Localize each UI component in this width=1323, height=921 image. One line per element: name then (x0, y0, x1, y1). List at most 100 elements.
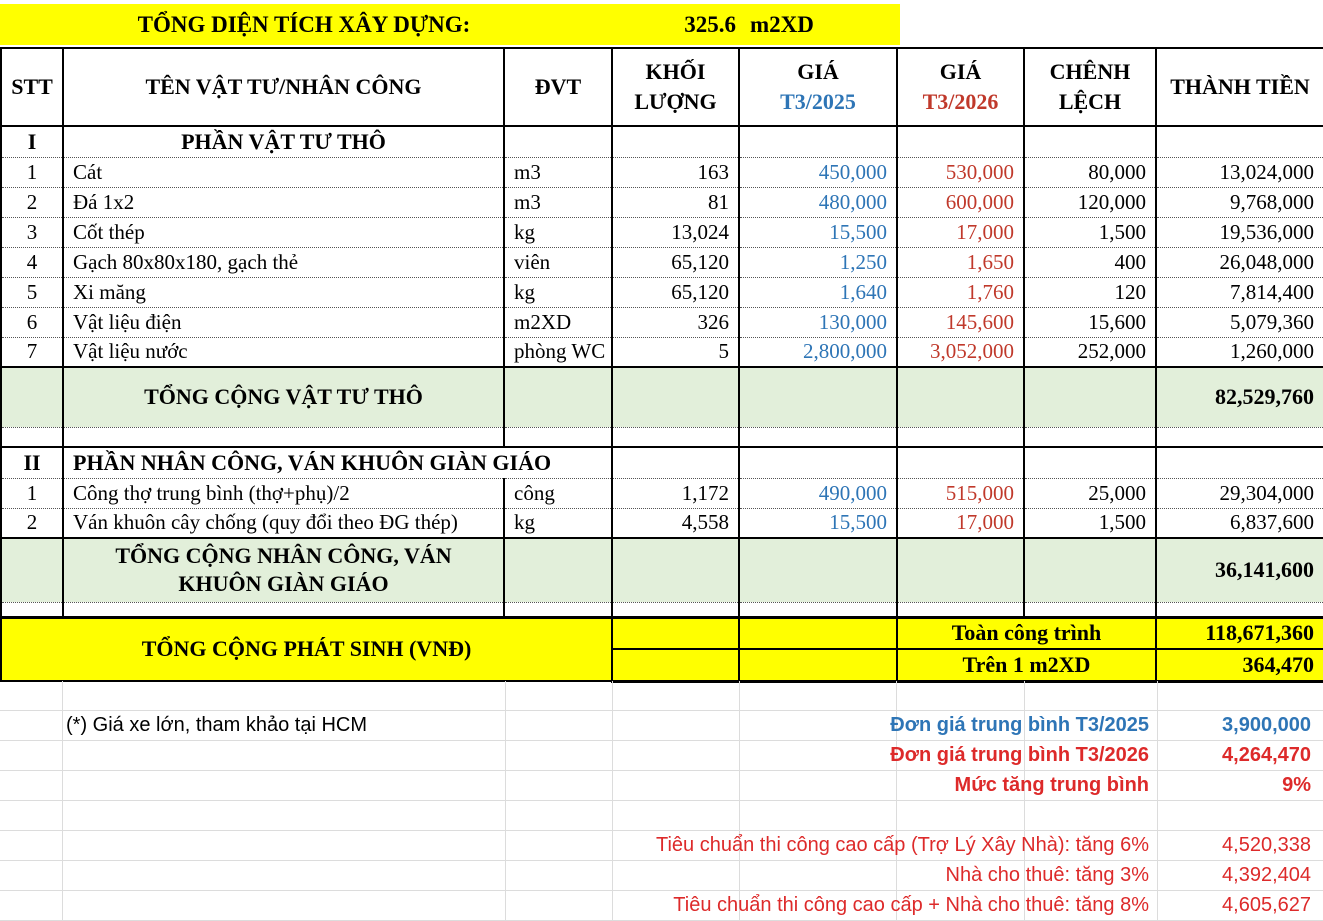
cell-empty (611, 615, 740, 650)
table-row: 5 Xi măng kg 65,120 1,640 1,760 120 7,81… (0, 276, 1323, 308)
cell-name: Cát (62, 156, 505, 188)
cell-empty (738, 366, 898, 428)
cell-unit: viên (503, 246, 613, 278)
cell-stt: 2 (0, 186, 64, 218)
cell-diff: 1,500 (1023, 507, 1157, 539)
cell-stt: 4 (0, 246, 64, 278)
cell-empty (611, 601, 740, 618)
section1-total-value: 82,529,760 (1155, 366, 1323, 428)
cell-stt: 6 (0, 306, 64, 338)
cell-name: Gạch 80x80x180, gạch thẻ (62, 246, 505, 278)
cell-unit: kg (503, 507, 613, 539)
cell-empty (0, 601, 64, 618)
cell-empty (738, 125, 898, 158)
header-diff: CHÊNH LỆCH (1023, 47, 1157, 127)
cell-empty (0, 366, 64, 428)
section1-header-row: I PHẦN VẬT TƯ THÔ (0, 125, 1323, 158)
cell-empty (1155, 446, 1323, 479)
cell-empty (503, 537, 613, 603)
gridline (1157, 681, 1158, 921)
section2-total-value: 36,141,600 (1155, 537, 1323, 603)
cell-empty (503, 366, 613, 428)
cell-name: Công thợ trung bình (thợ+phụ)/2 (62, 477, 505, 509)
spacer-row (0, 426, 1323, 448)
cell-price-2026: 3,052,000 (896, 336, 1025, 368)
cell-diff: 25,000 (1023, 477, 1157, 509)
cell-empty (738, 537, 898, 603)
gridline (896, 681, 897, 921)
cell-empty (611, 426, 740, 448)
cell-qty: 4,558 (611, 507, 740, 539)
cell-unit: m2XD (503, 306, 613, 338)
standard-rental-label: Nhà cho thuê: tăng 3% (945, 864, 1149, 886)
grand-total-per-m2-value: 364,470 (1155, 648, 1323, 683)
header-qty-line2: LƯỢNG (634, 89, 717, 114)
grand-total-per-m2-label: Trên 1 m2XD (896, 648, 1157, 683)
gridline (1024, 681, 1025, 921)
cell-price-2026: 1,650 (896, 246, 1025, 278)
cell-diff: 120,000 (1023, 186, 1157, 218)
header-price-2026-line1: GIÁ (939, 59, 982, 85)
header-price-2026: GIÁ T3/2026 (896, 47, 1025, 127)
header-qty: KHỐI LƯỢNG (611, 47, 740, 127)
cell-empty (896, 446, 1025, 479)
cell-empty (738, 615, 898, 650)
footer-row-standard-rental: Nhà cho thuê: tăng 3% 4,392,404 (0, 861, 1323, 891)
cell-total: 29,304,000 (1155, 477, 1323, 509)
footer-row-increase: Mức tăng trung bình 9% (0, 771, 1323, 801)
section2-title: PHẦN NHÂN CÔNG, VÁN KHUÔN GIÀN GIÁO (62, 446, 613, 479)
footer-row-standard-premium: Tiêu chuẩn thi công cao cấp (Trợ Lý Xây … (0, 831, 1323, 861)
cell-empty (1023, 601, 1157, 618)
cell-price-2025: 15,500 (738, 507, 898, 539)
cell-price-2026: 17,000 (896, 507, 1025, 539)
cell-unit: m3 (503, 156, 613, 188)
cell-empty (503, 125, 613, 158)
cell-total: 9,768,000 (1155, 186, 1323, 218)
cell-unit: phòng WC (503, 336, 613, 368)
price-note: (*) Giá xe lớn, tham khảo tại HCM (66, 714, 367, 736)
cell-price-2025: 130,000 (738, 306, 898, 338)
table-row: 2 Ván khuôn cây chống (quy đổi theo ĐG t… (0, 507, 1323, 539)
cell-empty (896, 125, 1025, 158)
header-row: STT TÊN VẬT TƯ/NHÂN CÔNG ĐVT KHỐI LƯỢNG … (0, 47, 1323, 127)
cell-diff: 1,500 (1023, 216, 1157, 248)
cell-empty (611, 537, 740, 603)
cell-name: Cốt thép (62, 216, 505, 248)
cell-empty (611, 446, 740, 479)
section1-title: PHẦN VẬT TƯ THÔ (62, 125, 505, 158)
cell-empty (896, 537, 1025, 603)
cell-total: 6,837,600 (1155, 507, 1323, 539)
cell-empty (611, 125, 740, 158)
increase-value: 9% (1282, 774, 1311, 796)
header-diff-line2: LỆCH (1058, 89, 1122, 114)
cell-stt: 3 (0, 216, 64, 248)
cell-price-2026: 530,000 (896, 156, 1025, 188)
spacer-row (0, 601, 1323, 618)
header-price-2025: GIÁ T3/2025 (738, 47, 898, 127)
standard-premium-label: Tiêu chuẩn thi công cao cấp (Trợ Lý Xây … (656, 834, 1149, 856)
cell-empty (503, 601, 613, 618)
standard-premium-value: 4,520,338 (1222, 834, 1311, 856)
table-row: 3 Cốt thép kg 13,024 15,500 17,000 1,500… (0, 216, 1323, 248)
cell-qty: 163 (611, 156, 740, 188)
cell-stt: 5 (0, 276, 64, 308)
header-price-2025-line2: T3/2025 (780, 89, 856, 114)
cell-diff: 80,000 (1023, 156, 1157, 188)
cell-empty (1155, 426, 1323, 448)
section2-header-row: II PHẦN NHÂN CÔNG, VÁN KHUÔN GIÀN GIÁO (0, 446, 1323, 479)
cell-qty: 81 (611, 186, 740, 218)
section2-total-label-line2: KHUÔN GIÀN GIÁO (178, 571, 389, 597)
cell-price-2025: 1,640 (738, 276, 898, 308)
avg-2026-label: Đơn giá trung bình T3/2026 (890, 744, 1149, 766)
cell-unit: m3 (503, 186, 613, 218)
cell-empty (1155, 601, 1323, 618)
section1-index: I (0, 125, 64, 158)
cell-diff: 15,600 (1023, 306, 1157, 338)
avg-2025-value: 3,900,000 (1222, 714, 1311, 736)
cell-price-2026: 145,600 (896, 306, 1025, 338)
section2-total-row: TỔNG CỘNG NHÂN CÔNG, VÁN KHUÔN GIÀN GIÁO… (0, 537, 1323, 603)
gridline (62, 681, 63, 921)
total-area-value: 325.6 (684, 11, 736, 37)
cell-empty (62, 601, 505, 618)
cell-name: Đá 1x2 (62, 186, 505, 218)
